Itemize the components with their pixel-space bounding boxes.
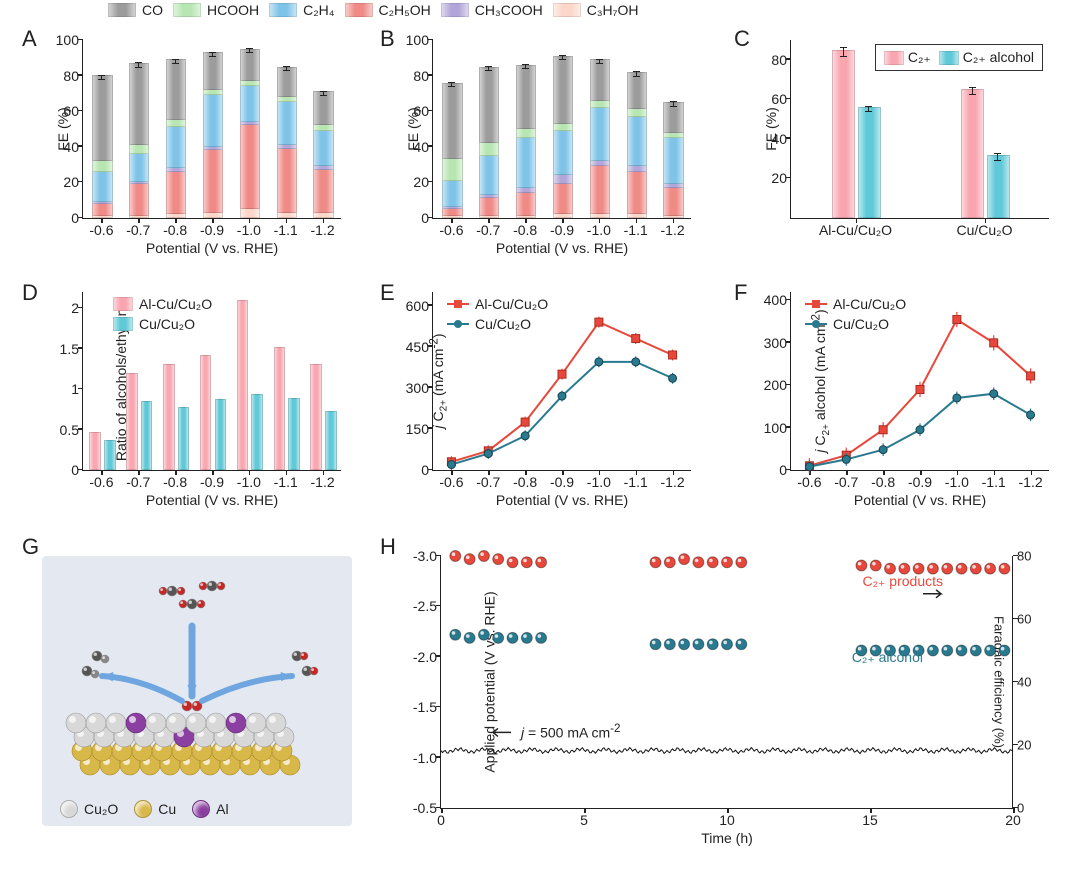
panel-label-g: G (22, 534, 39, 560)
panel-label-e: E (380, 280, 395, 306)
chart-f-line: 0100200300400-0.6-0.7-0.8-0.9-1.0-1.1-1.… (790, 292, 1049, 471)
panel-label-f: F (734, 280, 747, 306)
panel-label-b: B (380, 26, 395, 52)
chart-h-stability: -0.5-1.0-1.5-2.0-2.5-3.0Applied potentia… (440, 556, 1013, 809)
panel-label-c: C (734, 26, 750, 52)
schematic-svg (42, 556, 352, 826)
panel-label-d: D (22, 280, 38, 306)
chart-b-stacked-bar: 020406080100-0.6-0.7-0.8-0.9-1.0-1.1-1.2… (432, 40, 691, 219)
chart-a-stacked-bar: 020406080100-0.6-0.7-0.8-0.9-1.0-1.1-1.2… (82, 40, 341, 219)
chart-c-grouped-bar: 20406080Al-Cu/Cu₂OCu/Cu₂OFE (%)C₂₊C₂₊ al… (790, 40, 1049, 219)
chart-d-grouped-bar: 00.511.52-0.6-0.7-0.8-0.9-1.0-1.1-1.2Rat… (82, 292, 341, 471)
chart-e-line: 0150300450600-0.6-0.7-0.8-0.9-1.0-1.1-1.… (432, 292, 691, 471)
panel-label-a: A (22, 26, 37, 52)
panel-g-schematic: Cu₂OCuAl (42, 556, 352, 826)
panel-label-h: H (380, 534, 396, 560)
species-legend: COHCOOHC₂H₄C₂H₅OHCH₃COOHC₃H₇OH (108, 2, 638, 18)
